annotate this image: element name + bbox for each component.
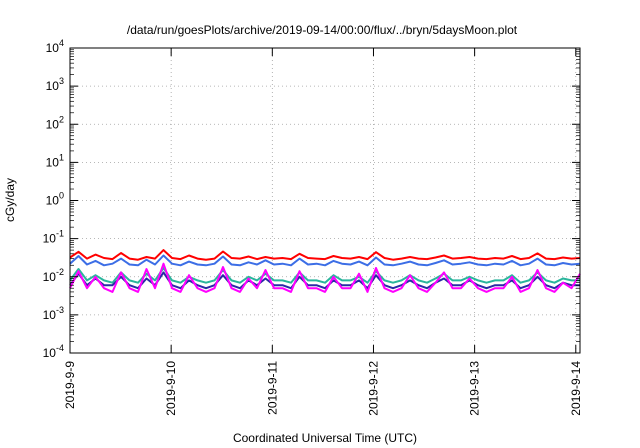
y-tick-label: 10-2: [43, 267, 64, 284]
y-tick-label: 101: [46, 152, 64, 169]
y-tick-label: 103: [46, 76, 64, 93]
y-tick-label: 10-3: [43, 305, 64, 322]
x-tick-label: 2019-9-10: [164, 361, 178, 416]
series-line: [69, 262, 581, 293]
y-axis: 10-4 10-3 10-2 10-1 100 101 102 103 104: [43, 38, 580, 360]
data-series: [69, 249, 581, 293]
y-tick-label: 102: [46, 114, 64, 131]
series-line: [69, 249, 581, 261]
series-line: [69, 267, 580, 284]
x-tick-label: 2019-9-12: [366, 361, 380, 416]
y-tick-label: 10-4: [43, 343, 64, 360]
y-axis-label: cGy/day: [3, 178, 17, 222]
series-line: [69, 254, 581, 267]
x-tick-label: 2019-9-13: [468, 361, 482, 416]
chart-title: /data/run/goesPlots/archive/2019-09-14/0…: [127, 23, 518, 37]
y-tick-label: 104: [46, 38, 64, 55]
x-axis: 2019-9-9 2019-9-10 2019-9-11 2019-9-12 2019-…: [63, 48, 583, 416]
y-tick-label: 10-1: [43, 229, 64, 246]
x-tick-label: 2019-9-9: [63, 361, 77, 409]
x-tick-label: 2019-9-11: [265, 361, 279, 415]
x-axis-label: Coordinated Universal Time (UTC): [233, 431, 417, 445]
y-tick-label: 100: [46, 191, 64, 208]
x-tick-label: 2019-9-14: [569, 361, 583, 416]
